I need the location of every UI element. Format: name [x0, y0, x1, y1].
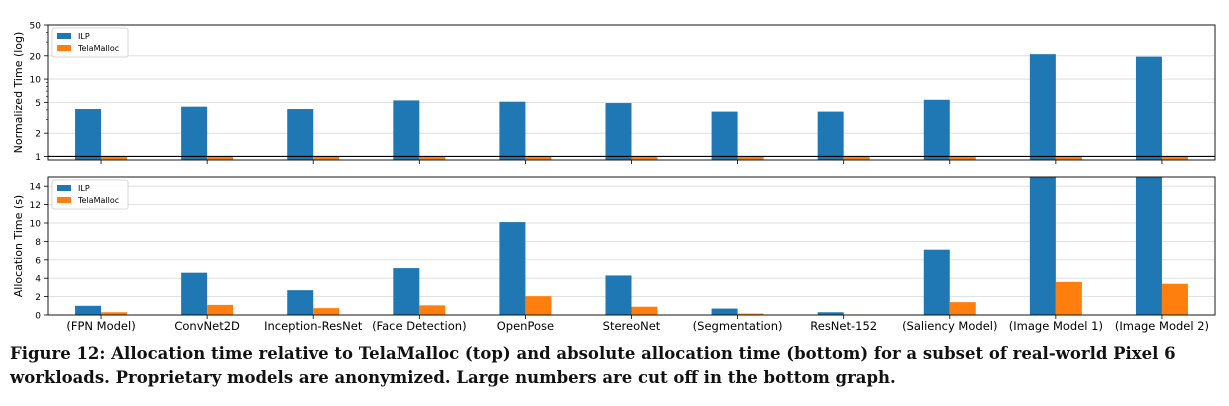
bar-telamalloc: [737, 313, 764, 315]
bar-ilp: [393, 268, 420, 315]
bar-telamalloc: [313, 156, 340, 160]
y-tick-label: 8: [35, 238, 41, 248]
x-tick-label: ConvNet2D: [174, 319, 240, 333]
x-tick-label: (Face Detection): [372, 319, 467, 333]
x-tick-label: OpenPose: [497, 319, 554, 333]
bar-telamalloc: [1161, 283, 1188, 315]
bar-ilp: [499, 222, 526, 315]
bar-telamalloc: [949, 302, 976, 315]
y-tick-label: 14: [30, 183, 42, 193]
bar-telamalloc: [419, 156, 446, 160]
bar-ilp: [287, 109, 314, 160]
y-tick-label: 10: [30, 220, 42, 230]
bar-telamalloc: [207, 156, 234, 160]
legend-swatch: [57, 45, 71, 51]
bar-telamalloc: [419, 305, 446, 315]
figure: 1 2 5 10 20 50 Normalized Time (log) ILP TelaMal…: [12, 22, 1216, 333]
y-axis-label: Normalized Time (log): [12, 32, 25, 154]
bar-ilp: [75, 305, 102, 315]
legend-swatch: [57, 33, 71, 39]
y-tick-label: 12: [30, 201, 41, 211]
legend-label: TelaMalloc: [77, 196, 119, 205]
bar-telamalloc: [1055, 156, 1082, 160]
legend-label: TelaMalloc: [77, 44, 119, 53]
y-tick-label: 0: [35, 312, 41, 322]
bar-telamalloc: [1055, 281, 1082, 315]
y-tick-label: 2: [35, 293, 41, 303]
y-axis-label: Allocation Time (s): [12, 195, 25, 297]
x-tick-label: (Saliency Model): [902, 319, 997, 333]
bar-ilp: [605, 103, 632, 160]
y-tick-label: 4: [35, 275, 41, 285]
bar-telamalloc: [525, 156, 552, 160]
bar-ilp: [1135, 177, 1162, 315]
plot-frame: [47, 176, 1216, 316]
bar-ilp: [1135, 56, 1162, 160]
bar-ilp: [923, 99, 950, 160]
x-tick-label: (FPN Model): [66, 319, 135, 333]
x-tick-label: Inception-ResNet: [264, 319, 363, 333]
x-tick-label: (Image Model 2): [1115, 319, 1209, 333]
y-tick-label: 50: [30, 22, 42, 32]
bar-telamalloc: [101, 312, 128, 315]
y-tick-label: 20: [30, 52, 42, 62]
bar-ilp: [711, 308, 738, 315]
bar-ilp: [499, 101, 526, 160]
bar-telamalloc: [949, 156, 976, 160]
bar-ilp: [605, 275, 632, 315]
legend-label: ILP: [78, 184, 90, 193]
bar-telamalloc: [631, 306, 658, 315]
bar-ilp: [817, 111, 844, 160]
bar-telamalloc: [101, 156, 128, 160]
bar-ilp: [287, 290, 314, 315]
x-tick-label: StereoNet: [603, 319, 661, 333]
legend-swatch: [57, 185, 71, 191]
figure-caption: Figure 12: Allocation time relative to T…: [10, 344, 1176, 387]
x-tick-label: ResNet-152: [810, 319, 877, 333]
bar-telamalloc: [525, 296, 552, 315]
bar-ilp: [711, 111, 738, 160]
y-tick-label: 5: [35, 99, 41, 109]
bar-telamalloc: [313, 308, 340, 315]
bar-ilp: [1029, 54, 1056, 160]
bar-telamalloc: [1161, 156, 1188, 160]
y-tick-label: 6: [35, 256, 41, 266]
y-tick-label: 10: [30, 76, 42, 86]
bar-telamalloc: [843, 156, 870, 160]
y-tick-label: 2: [35, 130, 41, 140]
bar-telamalloc: [737, 156, 764, 160]
x-tick-label: (Segmentation): [693, 319, 783, 333]
bar-ilp: [817, 312, 844, 315]
bar-ilp: [923, 249, 950, 315]
legend-swatch: [57, 197, 71, 203]
legend-label: ILP: [78, 32, 90, 41]
bar-telamalloc: [207, 304, 234, 315]
bar-telamalloc: [631, 156, 658, 160]
bar-ilp: [75, 109, 102, 160]
y-tick-label: 1: [35, 153, 41, 163]
bar-ilp: [393, 100, 420, 160]
bar-ilp: [181, 106, 208, 160]
x-tick-label: (Image Model 1): [1009, 319, 1103, 333]
plot-frame: [47, 24, 1216, 161]
bar-ilp: [1029, 177, 1056, 315]
bar-ilp: [181, 272, 208, 315]
